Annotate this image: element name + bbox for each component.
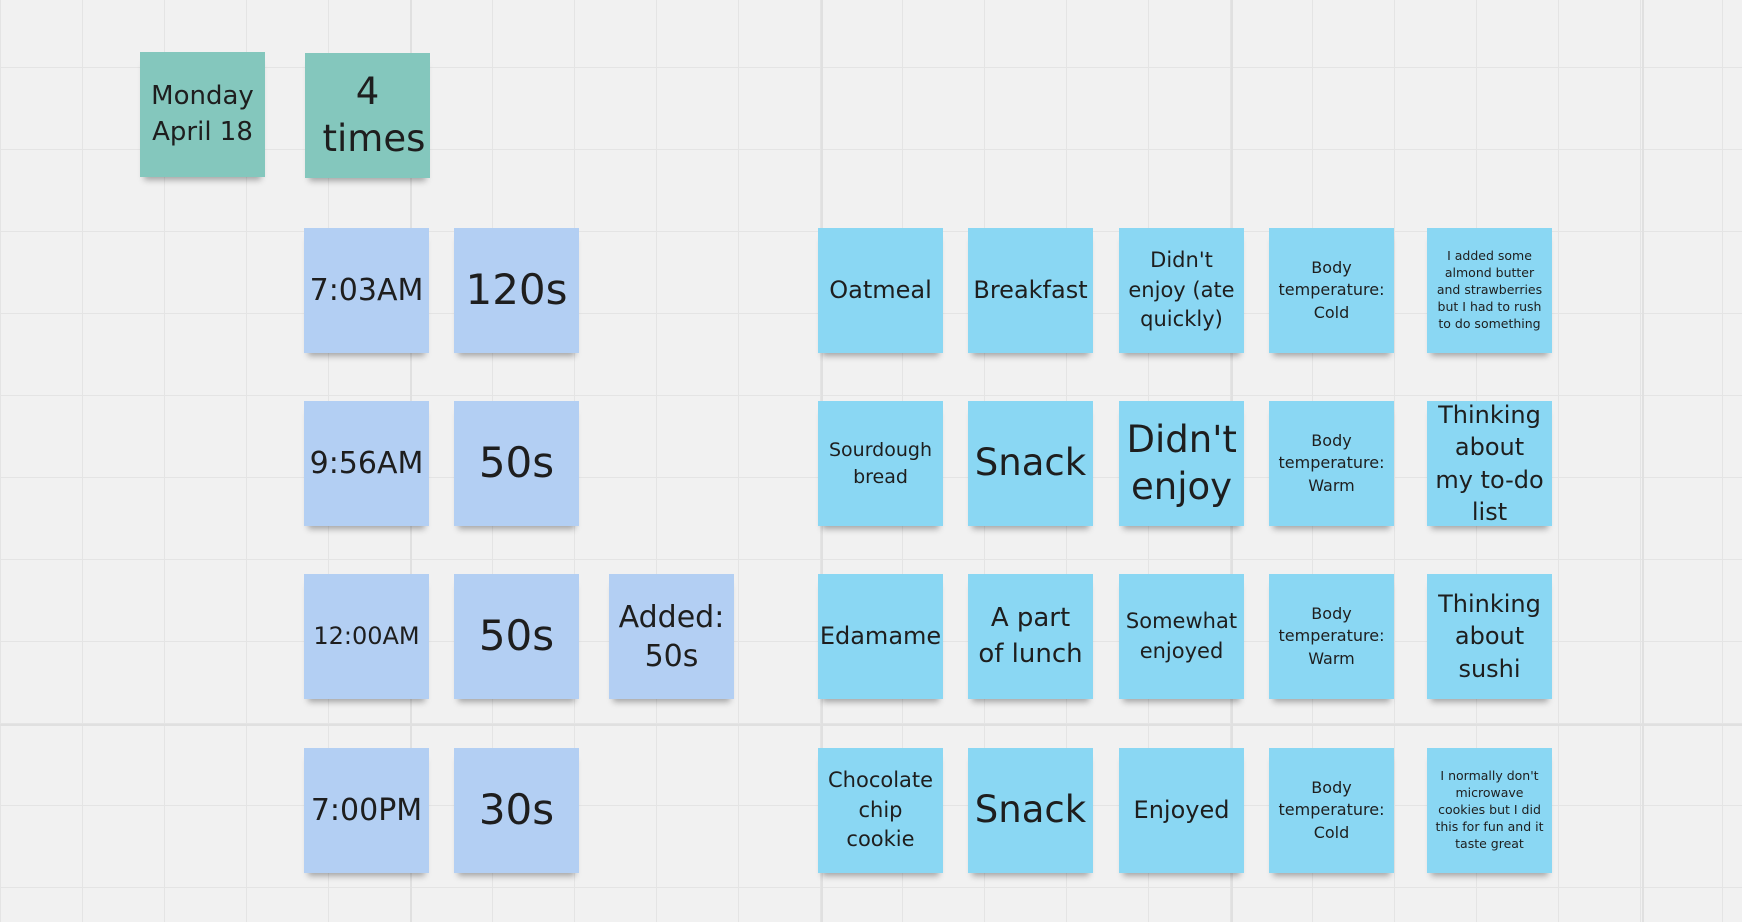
sticky-note-meal[interactable]: Snack	[968, 748, 1093, 873]
sticky-note-enjoyment[interactable]: Enjoyed	[1119, 748, 1244, 873]
sticky-note-text: Body temperature: Cold	[1278, 257, 1385, 322]
sticky-note-comment[interactable]: I normally don't microwave cookies but I…	[1427, 748, 1552, 873]
sticky-note-text: Body temperature: Warm	[1278, 430, 1385, 495]
sticky-note-enjoyment[interactable]: Somewhat enjoyed	[1119, 574, 1244, 699]
sticky-note-food[interactable]: Sourdough bread	[818, 401, 943, 526]
sticky-note-time[interactable]: 9:56AM	[304, 401, 429, 526]
sticky-note-text: Enjoyed	[1133, 796, 1230, 825]
sticky-note-text: 50s	[478, 611, 555, 661]
sticky-note-time[interactable]: 12:00AM	[304, 574, 429, 699]
sticky-note-comment[interactable]: I added some almond butter and strawberr…	[1427, 228, 1552, 353]
sticky-note-text: Somewhat enjoyed	[1125, 609, 1238, 663]
sticky-note-meal[interactable]: A part of lunch	[968, 574, 1093, 699]
sticky-note-text: Snack	[974, 441, 1087, 485]
sticky-note-text: Thinking about my to-do list	[1435, 400, 1544, 526]
sticky-note-comment[interactable]: Thinking about sushi	[1427, 574, 1552, 699]
sticky-note-count[interactable]: 4 times	[305, 53, 430, 178]
sticky-note-text: 120s	[465, 265, 568, 315]
sticky-note-date[interactable]: Monday April 18	[140, 52, 265, 177]
sticky-note-food[interactable]: Chocolate chip cookie	[818, 748, 943, 873]
sticky-note-added[interactable]: Added: 50s	[609, 574, 734, 699]
sticky-note-text: A part of lunch	[978, 603, 1083, 669]
sticky-note-text: 4 times	[322, 70, 426, 160]
sticky-note-food[interactable]: Edamame	[818, 574, 943, 699]
sticky-note-duration[interactable]: 120s	[454, 228, 579, 353]
sticky-note-text: Sourdough bread	[828, 438, 933, 488]
sticky-note-text: Edamame	[819, 622, 942, 651]
grid-line	[1642, 0, 1644, 922]
sticky-note-duration[interactable]: 30s	[454, 748, 579, 873]
sticky-note-text: Snack	[974, 788, 1087, 832]
sticky-note-text: Monday April 18	[151, 81, 254, 147]
sticky-note-time[interactable]: 7:00PM	[304, 748, 429, 873]
sticky-note-meal[interactable]: Snack	[968, 401, 1093, 526]
sticky-note-text: Didn't enjoy	[1126, 418, 1237, 508]
sticky-note-enjoyment[interactable]: Didn't enjoy (ate quickly)	[1119, 228, 1244, 353]
sticky-note-text: 30s	[478, 785, 555, 835]
sticky-note-temperature[interactable]: Body temperature: Warm	[1269, 401, 1394, 526]
sticky-note-comment[interactable]: Thinking about my to-do list	[1427, 401, 1552, 526]
sticky-note-enjoyment[interactable]: Didn't enjoy	[1119, 401, 1244, 526]
sticky-note-text: Didn't enjoy (ate quickly)	[1128, 248, 1235, 332]
sticky-note-text: Body temperature: Cold	[1278, 777, 1385, 842]
sticky-note-text: 7:03AM	[309, 273, 424, 308]
sticky-note-food[interactable]: Oatmeal	[818, 228, 943, 353]
sticky-note-text: I normally don't microwave cookies but I…	[1435, 768, 1544, 851]
sticky-note-duration[interactable]: 50s	[454, 401, 579, 526]
sticky-note-duration[interactable]: 50s	[454, 574, 579, 699]
sticky-note-text: 7:00PM	[310, 793, 423, 828]
sticky-note-text: Breakfast	[973, 276, 1088, 305]
sticky-note-text: Body temperature: Warm	[1278, 603, 1385, 668]
sticky-note-text: Chocolate chip cookie	[828, 768, 934, 852]
sticky-note-text: Added: 50s	[618, 599, 725, 674]
sticky-note-temperature[interactable]: Body temperature: Warm	[1269, 574, 1394, 699]
sticky-note-temperature[interactable]: Body temperature: Cold	[1269, 748, 1394, 873]
sticky-note-temperature[interactable]: Body temperature: Cold	[1269, 228, 1394, 353]
sticky-note-time[interactable]: 7:03AM	[304, 228, 429, 353]
grid-line	[0, 724, 1742, 726]
sticky-note-text: 9:56AM	[309, 446, 424, 481]
sticky-note-text: Oatmeal	[829, 276, 932, 305]
sticky-note-text: 12:00AM	[313, 622, 420, 651]
sticky-note-meal[interactable]: Breakfast	[968, 228, 1093, 353]
sticky-note-text: I added some almond butter and strawberr…	[1436, 248, 1543, 331]
sticky-note-text: 50s	[478, 438, 555, 488]
sticky-note-text: Thinking about sushi	[1438, 589, 1541, 683]
